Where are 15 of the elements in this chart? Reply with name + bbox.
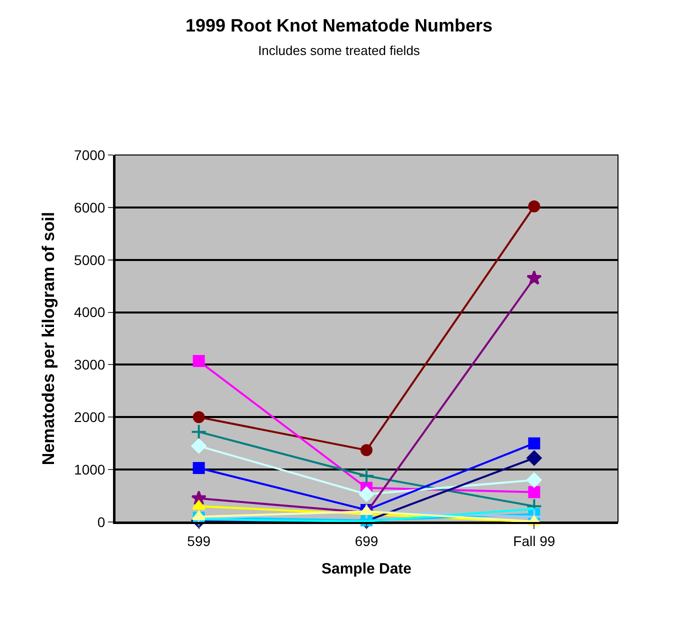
y-tick-label: 5000 [74, 252, 106, 268]
x-tick-label: 599 [187, 532, 211, 549]
y-tick-label: 1000 [74, 461, 106, 478]
x-tick-label: Fall 99 [513, 532, 556, 549]
y-tick-label: 2000 [74, 409, 106, 426]
x-axis-title: Sample Date [321, 560, 412, 578]
y-tick-label: 6000 [74, 199, 106, 216]
y-tick-label: 4000 [74, 304, 106, 320]
y-axis-title: Nematodes per kilogram of soil [39, 212, 58, 466]
chart-subtitle: Includes some treated fields [258, 43, 420, 58]
y-tick-label: 0 [97, 514, 106, 530]
chart-title: 1999 Root Knot Nematode Numbers [185, 16, 493, 36]
x-tick-label: 699 [354, 532, 378, 549]
y-tick-label: 7000 [74, 146, 106, 163]
y-tick-label: 3000 [74, 356, 106, 373]
